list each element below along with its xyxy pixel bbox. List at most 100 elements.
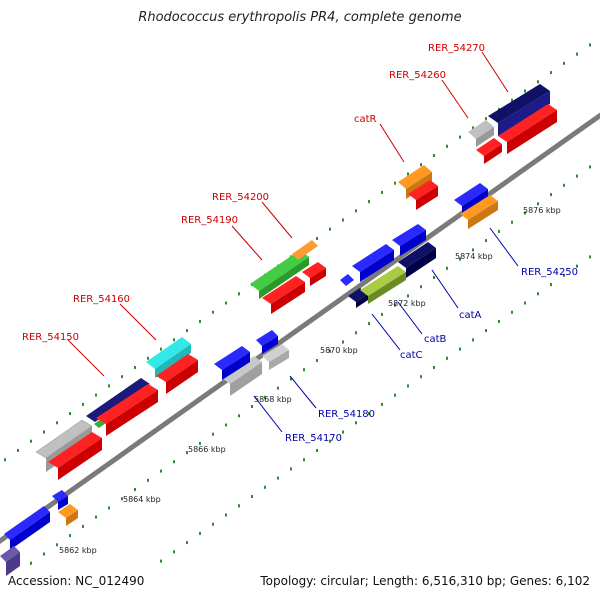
track-dot [563,273,565,277]
gene-rer54200[interactable] [292,240,318,260]
gene-red-4[interactable] [262,276,305,314]
track-dot [173,550,175,554]
track-dot [264,485,266,489]
track-dot [160,559,162,563]
tick-label-5864: 5864 kbp [123,495,161,504]
label-rer54170[interactable]: RER_54170 [285,433,342,444]
track-dot [420,375,422,379]
track-dot [589,43,591,47]
label-cata[interactable]: catA [459,310,482,321]
gene-red-5[interactable] [302,262,326,286]
track-dot [472,338,474,342]
tick-label-5868: 5868 kbp [254,395,292,404]
track-dot [82,524,84,528]
track-dot [576,174,578,178]
gene-rev-blue-2[interactable] [52,490,68,510]
gene-rev-purple-1[interactable] [0,546,20,576]
gene-rev-blue-3[interactable] [214,346,250,380]
track-dot [251,405,253,408]
label-rer54250[interactable]: RER_54250 [521,267,578,278]
track-dot [576,52,578,56]
track-dot [524,301,526,305]
track-dot [303,458,305,462]
track-dot [56,421,58,425]
gene-rev-blue-8[interactable] [454,183,488,215]
track-dot [199,531,201,535]
track-dot [277,476,279,480]
track-dot [355,331,357,335]
reverse-gene-labels: RER_54170 RER_54180 catC catB catA RER_5… [285,267,578,444]
gene-rev-blue-1[interactable] [4,506,50,550]
track-dot [498,319,500,323]
gene-rer54260[interactable] [468,120,494,147]
tick-label-5876: 5876 kbp [523,206,561,215]
track-dot [589,165,591,169]
track-dot [290,467,292,471]
gene-rer54180[interactable] [262,344,289,370]
gene-rer54160-cyan[interactable] [146,337,191,378]
track-dot [69,534,71,538]
track-dot [459,347,461,351]
gene-red-7[interactable] [476,138,502,164]
gene-rer54190[interactable] [250,250,309,299]
track-dot [368,412,370,416]
track-dot [199,441,201,445]
track-dot [290,377,292,381]
label-rer54160[interactable]: RER_54160 [73,294,130,305]
label-catc[interactable]: catC [400,350,423,361]
track-dot [537,292,539,296]
label-rer54260[interactable]: RER_54260 [389,70,446,81]
gene-red-1[interactable] [48,432,102,480]
track-dot [264,395,266,399]
gene-rer54170[interactable] [222,356,262,396]
track-dot [173,460,175,464]
track-dot [433,366,435,369]
gene-red-6[interactable] [408,180,438,210]
ruler-tick-labels: 5862 kbp 5864 kbp 5866 kbp 5868 kbp 5870… [59,206,561,555]
gene-catb[interactable] [360,266,406,304]
track-dot [303,368,305,372]
gene-rev-blue-7[interactable] [392,224,426,256]
track-dot [186,541,188,545]
track-dot [550,71,552,75]
gene-red-3[interactable] [156,354,198,394]
track-dot [446,144,448,148]
tick-label-5874: 5874 kbp [455,252,493,261]
track-dot [56,543,58,547]
label-rer54270[interactable]: RER_54270 [428,43,485,54]
gene-rev-blue-5[interactable] [340,274,354,286]
track-dot [329,349,331,353]
label-rer54150[interactable]: RER_54150 [22,332,79,343]
track-dot [43,552,45,556]
gene-rer54270[interactable] [488,84,550,136]
track-dot [433,276,435,279]
track-dot [316,449,318,452]
label-catr[interactable]: catR [354,114,377,125]
track-dot [381,312,383,316]
gene-rev-orange-1[interactable] [58,504,78,526]
track-dot [446,266,448,270]
track-dot [30,439,32,443]
track-dot [186,451,188,455]
track-dot [563,61,565,65]
label-catb[interactable]: catB [424,334,447,345]
track-dot [355,209,357,213]
label-rer54180[interactable]: RER_54180 [318,409,375,420]
gene-rer54250[interactable] [460,195,498,229]
tick-label-5870: 5870 kbp [320,346,358,355]
track-dot [108,506,110,510]
track-dot [459,135,461,139]
gene-rev-blue-4[interactable] [256,330,278,354]
track-dot [121,497,123,501]
gene-red-8[interactable] [498,104,557,154]
gene-rev-blue-6[interactable] [352,244,394,282]
gene-cata[interactable] [398,242,436,278]
track-dot [524,211,526,215]
gene-red-2[interactable] [96,384,158,436]
track-dot [134,366,136,369]
label-rer54200[interactable]: RER_54200 [212,192,269,203]
leader-lines [67,51,519,433]
label-rer54190[interactable]: RER_54190 [181,215,238,226]
track-dot [394,303,396,307]
track-dot [69,412,71,416]
